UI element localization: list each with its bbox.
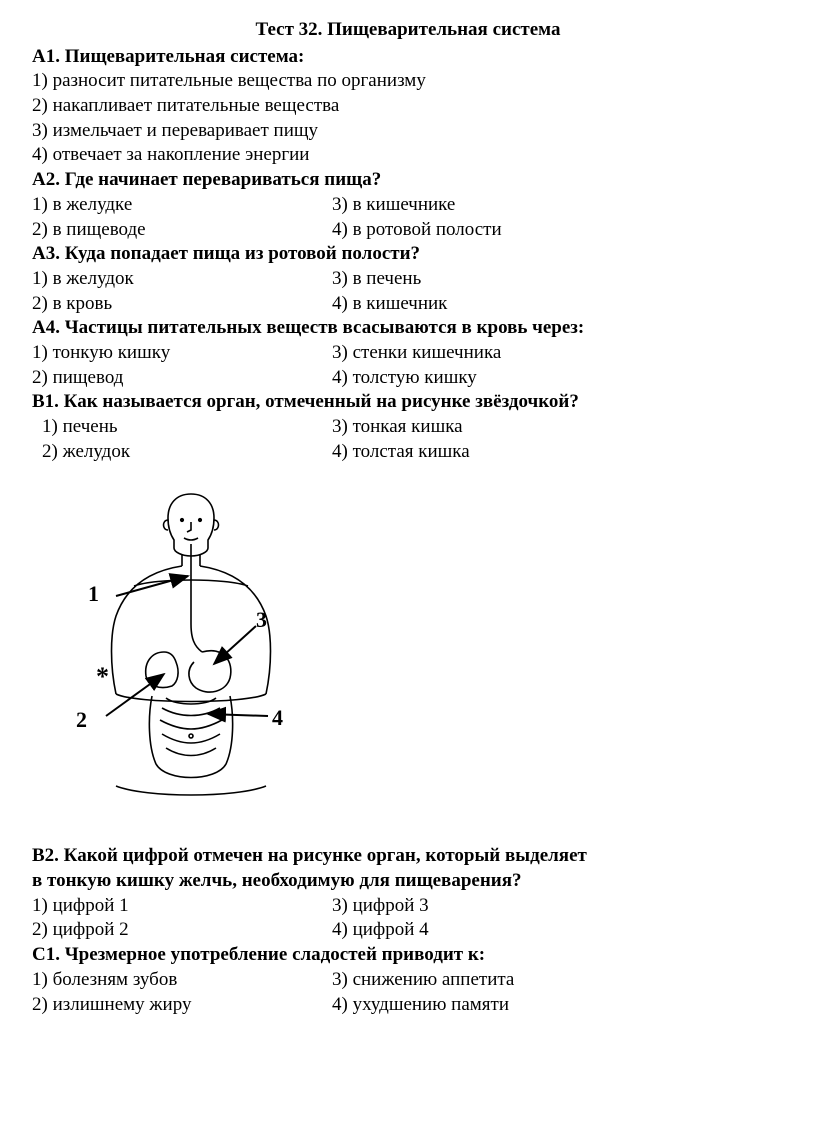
q-a2-opt2: 2) в пищеводе — [32, 218, 332, 243]
q-a3-opt1: 1) в желудок — [32, 267, 332, 292]
q-a1-opt2: 2) накапливает питательные вещества — [32, 94, 784, 119]
anatomy-diagram: 1 2 3 4 * — [56, 486, 784, 826]
q-c1-opt4: 4) ухудшению памяти — [332, 993, 509, 1018]
diagram-svg — [56, 486, 336, 826]
q-a4-opt3: 3) стенки кишечника — [332, 341, 501, 366]
q-a3-row2: 2) в кровь 4) в кишечник — [32, 292, 784, 317]
q-a2-row1: 1) в желудке 3) в кишечнике — [32, 193, 784, 218]
diagram-label-2: 2 — [76, 706, 87, 735]
q-a2-prompt: А2. Где начинает перевариваться пища? — [32, 168, 784, 193]
diagram-label-3: 3 — [256, 606, 267, 635]
q-a3-prompt: А3. Куда попадает пища из ротовой полост… — [32, 242, 784, 267]
q-a3-opt3: 3) в печень — [332, 267, 421, 292]
q-a4-opt2: 2) пищевод — [32, 366, 332, 391]
q-a4-row1: 1) тонкую кишку 3) стенки кишечника — [32, 341, 784, 366]
q-c1-opt3: 3) снижению аппетита — [332, 968, 514, 993]
q-b2-opt1: 1) цифрой 1 — [32, 894, 332, 919]
test-title: Тест 32. Пищеварительная система — [32, 18, 784, 43]
q-a4-opt4: 4) толстую кишку — [332, 366, 477, 391]
q-b2-row1: 1) цифрой 1 3) цифрой 3 — [32, 894, 784, 919]
q-b1-opt1: 1) печень — [32, 415, 332, 440]
q-a2-row2: 2) в пищеводе 4) в ротовой полости — [32, 218, 784, 243]
q-b2-row2: 2) цифрой 2 4) цифрой 4 — [32, 918, 784, 943]
q-a1-opt3: 3) измельчает и переваривает пищу — [32, 119, 784, 144]
q-a4-opt1: 1) тонкую кишку — [32, 341, 332, 366]
q-a3-opt2: 2) в кровь — [32, 292, 332, 317]
q-a3-opt4: 4) в кишечник — [332, 292, 447, 317]
q-a1-prompt: А1. Пищеварительная система: — [32, 45, 784, 70]
q-a2-opt4: 4) в ротовой полости — [332, 218, 502, 243]
q-c1-row2: 2) излишнему жиру 4) ухудшению памяти — [32, 993, 784, 1018]
q-b1-opt2: 2) желудок — [32, 440, 332, 465]
q-b2-opt4: 4) цифрой 4 — [332, 918, 429, 943]
q-c1-opt1: 1) болезням зубов — [32, 968, 332, 993]
q-b1-row2: 2) желудок 4) толстая кишка — [32, 440, 784, 465]
diagram-label-1: 1 — [88, 580, 99, 609]
q-a2-opt3: 3) в кишечнике — [332, 193, 455, 218]
q-a4-row2: 2) пищевод 4) толстую кишку — [32, 366, 784, 391]
q-b2-opt3: 3) цифрой 3 — [332, 894, 429, 919]
q-b1-row1: 1) печень 3) тонкая кишка — [32, 415, 784, 440]
diagram-label-4: 4 — [272, 704, 283, 733]
q-b2-prompt-line2: в тонкую кишку желчь, необходимую для пи… — [32, 869, 784, 894]
diagram-label-star: * — [96, 660, 109, 694]
q-c1-opt2: 2) излишнему жиру — [32, 993, 332, 1018]
q-b1-opt4: 4) толстая кишка — [332, 440, 470, 465]
q-a3-row1: 1) в желудок 3) в печень — [32, 267, 784, 292]
q-b1-opt3: 3) тонкая кишка — [332, 415, 463, 440]
q-b1-prompt: В1. Как называется орган, отмеченный на … — [32, 390, 784, 415]
q-c1-prompt: С1. Чрезмерное употребление сладостей пр… — [32, 943, 784, 968]
q-b2-prompt-line1: В2. Какой цифрой отмечен на рисунке орга… — [32, 844, 784, 869]
q-a1-opt1: 1) разносит питательные вещества по орга… — [32, 69, 784, 94]
q-b2-opt2: 2) цифрой 2 — [32, 918, 332, 943]
q-a4-prompt: А4. Частицы питательных веществ всасываю… — [32, 316, 784, 341]
q-a1-opt4: 4) отвечает за накопление энергии — [32, 143, 784, 168]
q-a2-opt1: 1) в желудке — [32, 193, 332, 218]
q-c1-row1: 1) болезням зубов 3) снижению аппетита — [32, 968, 784, 993]
